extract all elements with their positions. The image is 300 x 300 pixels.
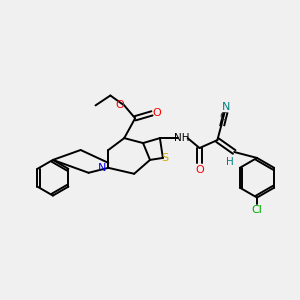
Text: C: C [220, 112, 227, 122]
Text: H: H [226, 157, 234, 167]
Text: S: S [161, 153, 168, 163]
Text: O: O [153, 108, 161, 118]
Text: Cl: Cl [252, 206, 262, 215]
Text: O: O [195, 165, 204, 175]
Text: NH: NH [174, 133, 190, 143]
Text: O: O [115, 100, 124, 110]
Text: N: N [98, 163, 106, 173]
Text: N: N [222, 102, 230, 112]
